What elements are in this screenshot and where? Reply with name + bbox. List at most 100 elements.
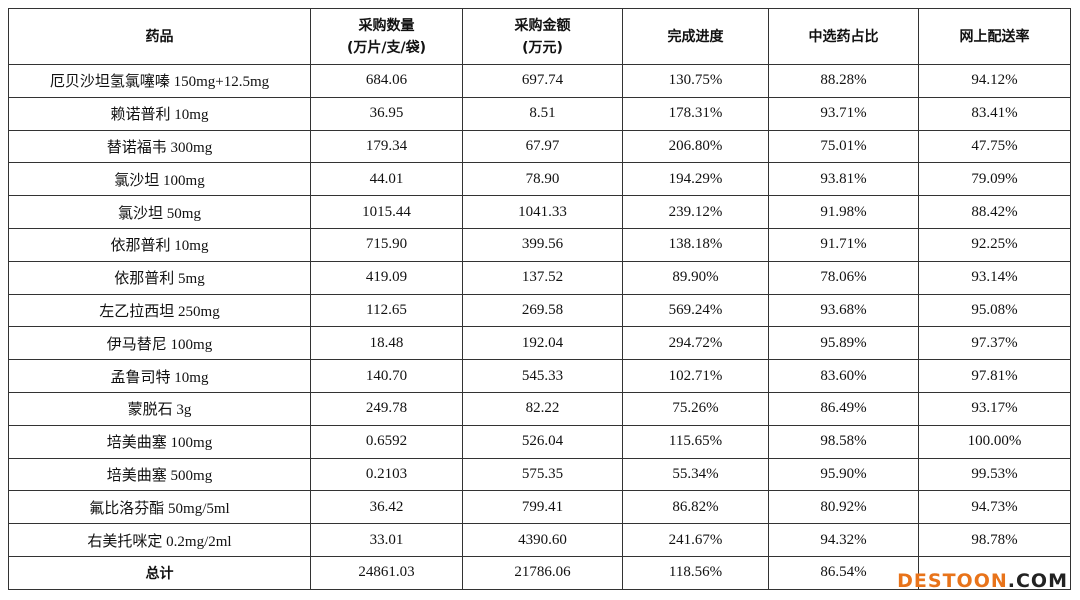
header-text: 完成进度 [667,28,724,45]
table-cell: 99.53% [918,457,1071,492]
table-cell: 培美曲塞 500mg [8,457,311,492]
header-text: 网上配送率 [959,28,1030,45]
table-cell: 24861.03 [310,555,463,590]
table-cell: 1015.44 [310,195,463,229]
table-row: 替诺福韦 300mg 179.34 67.97 206.80% 75.01% 47.75% [8,129,1071,164]
table-cell: 249.78 [310,391,463,426]
table-cell: 697.74 [462,64,623,98]
table-row: 培美曲塞 500mg 0.2103 575.35 55.34% 95.90% 99.53% [8,457,1071,492]
table-cell: 94.73% [918,490,1071,525]
table-cell: 47.75% [918,129,1071,164]
table-cell: 419.09 [310,260,463,295]
table-cell: 97.37% [918,326,1071,361]
table-cell: 4390.60 [462,523,623,557]
table-cell: 206.80% [622,129,769,164]
table-row: 氟比洛芬酯 50mg/5ml 36.42 799.41 86.82% 80.92% 94.… [8,490,1071,525]
table-cell: 399.56 [462,227,623,262]
table-cell: 86.82% [622,490,769,525]
table-cell: 130.75% [622,64,769,98]
header-cell: 药品 [8,8,311,65]
table-cell: 569.24% [622,293,769,328]
table-cell: 孟鲁司特 10mg [8,359,311,393]
header-text: (万片/支/袋) [346,39,427,56]
table-cell: 赖诺普利 10mg [8,96,311,131]
table-cell: 179.34 [310,129,463,164]
table-cell: 94.32% [768,523,919,557]
table-cell: 8.51 [462,96,623,131]
watermark-brand: DESTOON [897,570,1008,592]
table-cell: 伊马替尼 100mg [8,326,311,361]
watermark-suffix: .COM [1007,570,1068,592]
table-cell: 替诺福韦 300mg [8,129,311,164]
table-cell: 0.2103 [310,457,463,492]
table-cell: 93.68% [768,293,919,328]
header-cell: 采购数量 (万片/支/袋) [310,8,463,65]
table-cell: 98.58% [768,424,919,459]
table-cell: 140.70 [310,359,463,393]
table-cell: 100.00% [918,424,1071,459]
header-text: 药品 [145,28,174,45]
table-cell: 192.04 [462,326,623,361]
table-row: 培美曲塞 100mg 0.6592 526.04 115.65% 98.58% 100.0… [8,424,1071,459]
table-cell: 依那普利 5mg [8,260,311,295]
table-cell: 95.90% [768,457,919,492]
header-text: 采购金额 [514,17,571,34]
table-cell: 137.52 [462,260,623,295]
table-row: 总计 24861.03 21786.06 118.56% 86.54% [8,555,1071,590]
table-cell: 总计 [8,555,311,590]
table-cell [918,555,1071,590]
table-cell: 715.90 [310,227,463,262]
table-head: 药品 采购数量 (万片/支/袋) 采购金额 (万元) 完成进度 中选药占比 网上配送率 [8,8,1071,65]
table-cell: 75.01% [768,129,919,164]
table-cell: 91.71% [768,227,919,262]
table-cell: 102.71% [622,359,769,393]
table-cell: 799.41 [462,490,623,525]
table-cell: 55.34% [622,457,769,492]
table-cell: 294.72% [622,326,769,361]
table-cell: 269.58 [462,293,623,328]
table-cell: 75.26% [622,391,769,426]
table-cell: 118.56% [622,555,769,590]
data-table: 药品 采购数量 (万片/支/袋) 采购金额 (万元) 完成进度 中选药占比 网上配送率 厄贝沙… [8,8,1071,590]
table-row: 氯沙坦 100mg 44.01 78.90 194.29% 93.81% 79.09% [8,162,1071,197]
table-row: 伊马替尼 100mg 18.48 192.04 294.72% 95.89% 97.37% [8,326,1071,361]
table-cell: 178.31% [622,96,769,131]
table-row: 蒙脱石 3g 249.78 82.22 75.26% 86.49% 93.17% [8,391,1071,426]
table-cell: 86.49% [768,391,919,426]
table-cell: 氯沙坦 50mg [8,195,311,229]
table-cell: 112.65 [310,293,463,328]
table-row: 赖诺普利 10mg 36.95 8.51 178.31% 93.71% 83.41% [8,96,1071,131]
table-cell: 18.48 [310,326,463,361]
table-cell: 44.01 [310,162,463,197]
table-cell: 氯沙坦 100mg [8,162,311,197]
table-cell: 依那普利 10mg [8,227,311,262]
table-cell: 厄贝沙坦氢氯噻嗪 150mg+12.5mg [8,64,311,98]
header-text: 采购数量 [358,17,415,34]
watermark: DESTOON.COM [897,570,1068,592]
table-cell: 左乙拉西坦 250mg [8,293,311,328]
table-cell: 0.6592 [310,424,463,459]
table-cell: 88.28% [768,64,919,98]
table-cell: 86.54% [768,555,919,590]
header-cell: 网上配送率 [918,8,1071,65]
table-cell: 138.18% [622,227,769,262]
table-row: 左乙拉西坦 250mg 112.65 269.58 569.24% 93.68% 95.0… [8,293,1071,328]
table-cell: 91.98% [768,195,919,229]
table-cell: 培美曲塞 100mg [8,424,311,459]
table-cell: 67.97 [462,129,623,164]
table-cell: 526.04 [462,424,623,459]
table-cell: 93.71% [768,96,919,131]
table-cell: 33.01 [310,523,463,557]
table-cell: 83.41% [918,96,1071,131]
table-cell: 93.81% [768,162,919,197]
table-row: 孟鲁司特 10mg 140.70 545.33 102.71% 83.60% 97.81% [8,359,1071,393]
header-cell: 中选药占比 [768,8,919,65]
table-cell: 83.60% [768,359,919,393]
table-cell: 78.06% [768,260,919,295]
table-row: 厄贝沙坦氢氯噻嗪 150mg+12.5mg 684.06 697.74 130.75%… [8,64,1071,98]
header-text: (万元) [522,39,563,56]
table-cell: 115.65% [622,424,769,459]
table-cell: 241.67% [622,523,769,557]
table-cell: 36.95 [310,96,463,131]
